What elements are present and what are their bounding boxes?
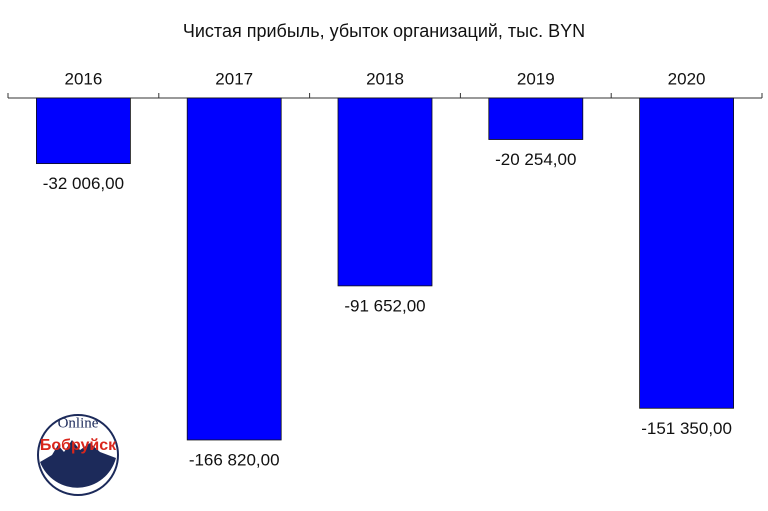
x-tick-label: 2019 bbox=[517, 69, 555, 88]
bar bbox=[186, 97, 282, 441]
value-label: -166 820,00 bbox=[189, 450, 280, 469]
value-label: -151 350,00 bbox=[641, 419, 732, 438]
bar bbox=[488, 97, 584, 140]
logo-skyline bbox=[40, 440, 116, 488]
value-label: -91 652,00 bbox=[344, 296, 425, 315]
bar bbox=[36, 97, 131, 165]
x-tick-label: 2016 bbox=[64, 69, 102, 88]
bar bbox=[337, 97, 433, 287]
logo-top: Online bbox=[58, 415, 99, 431]
value-label: -32 006,00 bbox=[43, 174, 124, 193]
chart-title: Чистая прибыль, убыток организаций, тыс.… bbox=[183, 21, 585, 41]
x-tick-label: 2020 bbox=[668, 69, 706, 88]
x-tick-label: 2018 bbox=[366, 69, 404, 88]
logo-bottom: Бобруйск bbox=[40, 437, 117, 454]
x-tick-label: 2017 bbox=[215, 69, 253, 88]
bar bbox=[639, 97, 734, 409]
logo: Online Бобруйск bbox=[37, 414, 119, 496]
value-label: -20 254,00 bbox=[495, 150, 576, 169]
